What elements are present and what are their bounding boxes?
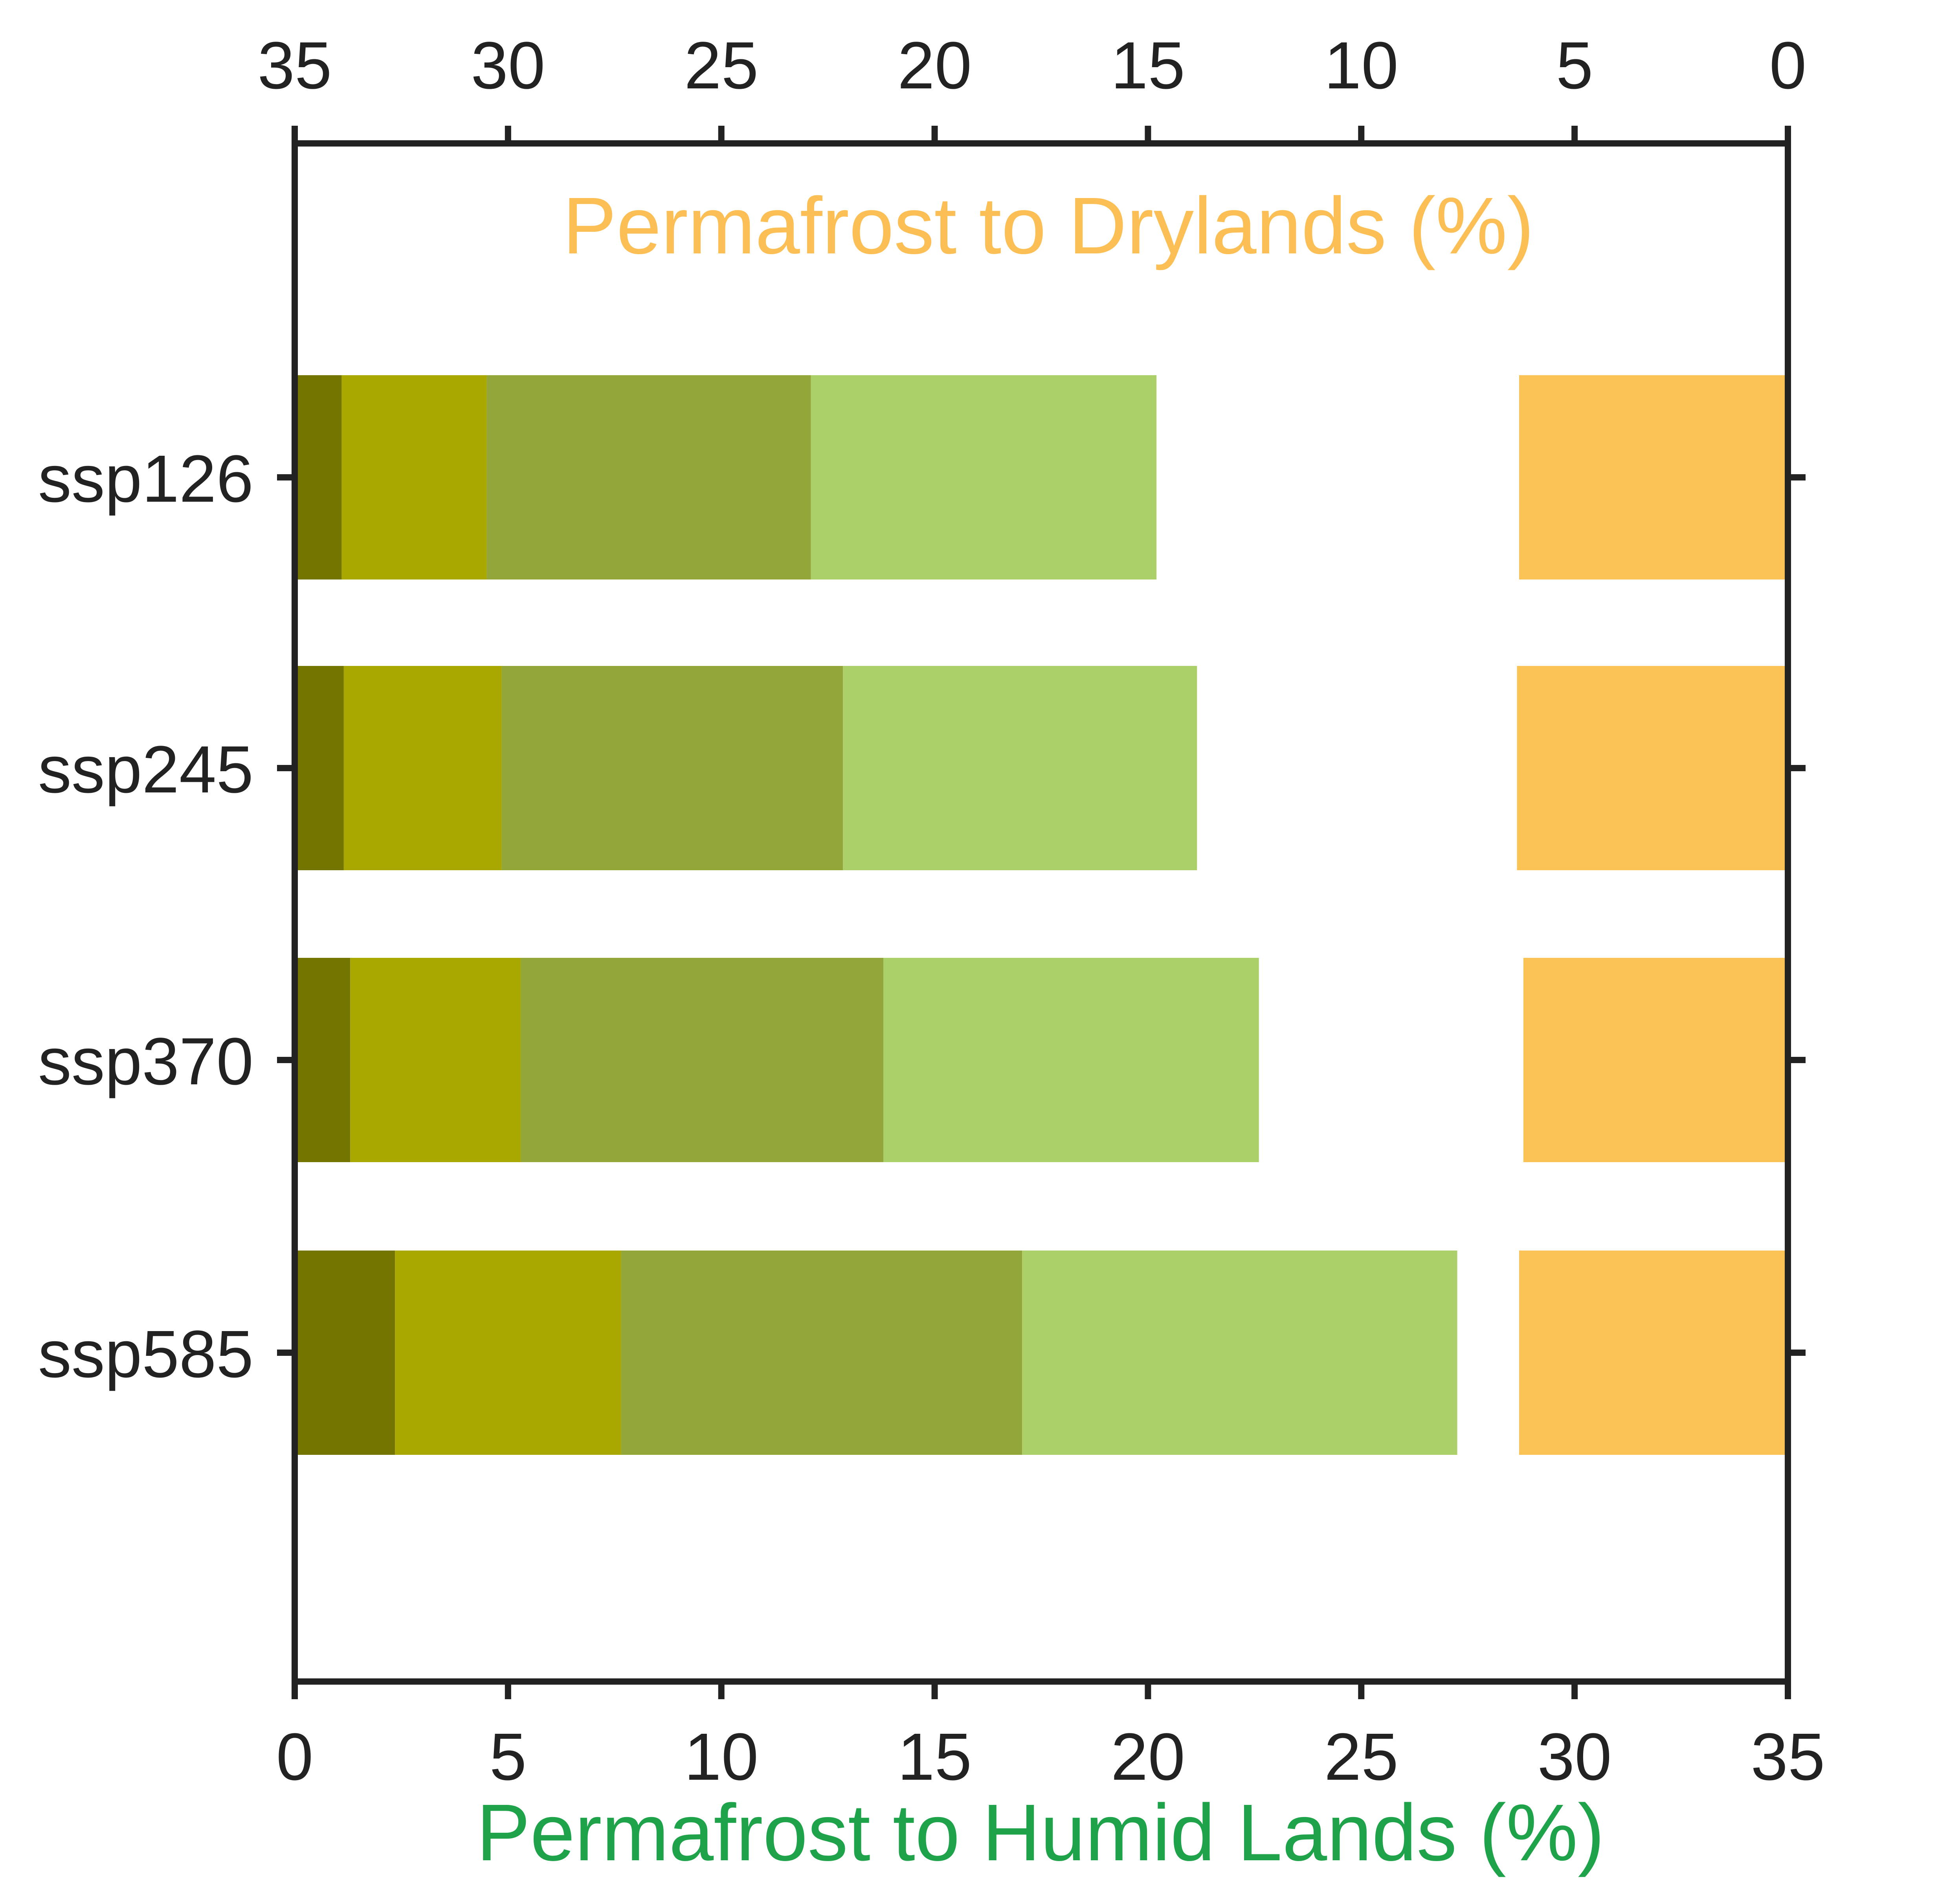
bottom-tick-label: 20 xyxy=(1111,1720,1185,1794)
top-tick-label: 0 xyxy=(1769,28,1807,103)
dryland-bar-ssp585 xyxy=(1519,1251,1788,1455)
bottom-tick-label: 25 xyxy=(1324,1720,1398,1794)
bottom-axis-title: Permafrost to Humid Lands (%) xyxy=(476,1788,1604,1878)
humid-bar-ssp245-seg2 xyxy=(343,666,502,870)
top-tick-label: 20 xyxy=(897,28,972,103)
humid-bar-ssp126-seg2 xyxy=(341,375,487,579)
humid-bar-ssp585-seg2 xyxy=(395,1251,621,1455)
humid-bar-ssp245-seg1 xyxy=(295,666,344,870)
bottom-tick-label: 35 xyxy=(1751,1720,1825,1794)
bottom-tick-labels: 0 5 10 15 20 25 30 35 xyxy=(276,1720,1825,1794)
top-tick-label: 35 xyxy=(257,28,332,103)
category-labels: ssp126 ssp245 ssp370 ssp585 xyxy=(38,442,253,1392)
dryland-bars xyxy=(1517,375,1788,1455)
humid-bar-ssp585-seg1 xyxy=(295,1251,395,1455)
humid-bar-ssp370-seg1 xyxy=(295,958,351,1162)
top-tick-label: 15 xyxy=(1111,28,1185,103)
bottom-tick-label: 10 xyxy=(684,1720,758,1794)
category-label-ssp370: ssp370 xyxy=(38,1024,253,1099)
top-tick-labels: 35 30 25 20 15 10 5 0 xyxy=(257,28,1806,103)
bottom-tick-label: 30 xyxy=(1538,1720,1612,1794)
top-tick-label: 10 xyxy=(1324,28,1398,103)
humid-bar-ssp585-seg3 xyxy=(621,1251,1022,1455)
dryland-bar-ssp245 xyxy=(1517,666,1788,870)
top-tick-label: 30 xyxy=(471,28,545,103)
plot-frame xyxy=(292,140,1791,1685)
top-axis-title: Permafrost to Drylands (%) xyxy=(563,181,1534,271)
humid-bar-ssp585-seg4 xyxy=(1022,1251,1457,1455)
top-tick-label: 25 xyxy=(684,28,758,103)
bottom-tick-label: 15 xyxy=(897,1720,972,1794)
dryland-bar-ssp370 xyxy=(1523,958,1788,1162)
bottom-tick-label: 0 xyxy=(276,1720,314,1794)
humid-bars xyxy=(295,375,1457,1455)
dryland-bar-ssp126 xyxy=(1519,375,1788,579)
bottom-tick-label: 5 xyxy=(490,1720,527,1794)
humid-bar-ssp126-seg4 xyxy=(811,375,1157,579)
humid-bar-ssp245-seg3 xyxy=(501,666,843,870)
axes xyxy=(277,126,1806,1699)
top-tick-label: 5 xyxy=(1556,28,1593,103)
humid-bar-ssp370-seg3 xyxy=(521,958,884,1162)
category-label-ssp126: ssp126 xyxy=(38,442,253,516)
humid-bar-ssp370-seg4 xyxy=(883,958,1259,1162)
category-label-ssp245: ssp245 xyxy=(38,732,253,807)
category-label-ssp585: ssp585 xyxy=(38,1317,253,1392)
humid-bar-ssp245-seg4 xyxy=(843,666,1197,870)
humid-bar-ssp370-seg2 xyxy=(350,958,521,1162)
humid-bar-ssp126-seg3 xyxy=(486,375,811,579)
humid-bar-ssp126-seg1 xyxy=(295,375,342,579)
